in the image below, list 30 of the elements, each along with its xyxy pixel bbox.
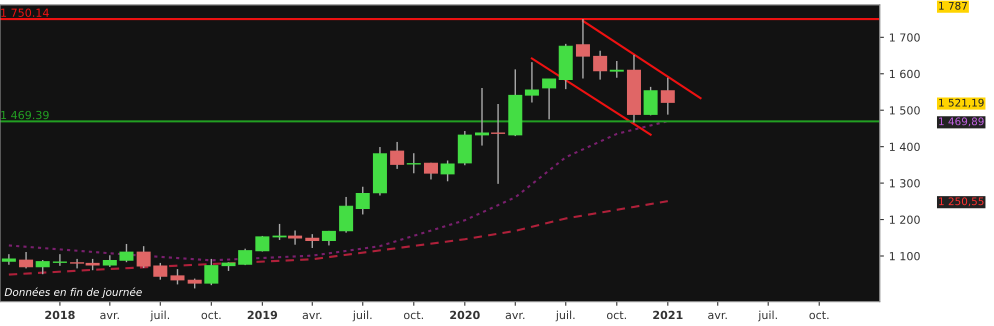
- x-tick-label: avr.: [100, 312, 119, 320]
- y-tick-label: 1 400: [890, 142, 920, 152]
- y2-tick-label: 1 521,19: [939, 98, 984, 108]
- x-tick-label: avr.: [302, 312, 322, 320]
- x-tick-label: 2020: [450, 310, 480, 320]
- y-tick-label: 1 300: [890, 179, 920, 188]
- x-tick-label: juil.: [150, 310, 170, 322]
- ref-line-label: 1 750.14: [1, 8, 49, 17]
- y2-tick-label: 1 787: [939, 2, 967, 10]
- x-tick-label: oct.: [606, 311, 626, 320]
- x-tick-label: juil.: [556, 310, 574, 322]
- y2-tick-label: 1 469,89: [939, 117, 984, 126]
- y-tick-label: 1 200: [890, 216, 920, 224]
- x-tick-label: 2018: [45, 310, 75, 320]
- x-tick-label: oct.: [202, 311, 221, 320]
- x-tick-label: avr.: [506, 312, 524, 320]
- x-tick-label: 2019: [248, 310, 278, 320]
- ref-line-label: 1 469.39: [1, 110, 49, 120]
- y-tick-label: 1 600: [890, 70, 920, 78]
- y-tick-label: 1 500: [890, 106, 920, 115]
- x-tick-label: juil.: [352, 310, 372, 322]
- x-tick-label: 2021: [653, 310, 683, 320]
- x-tick-label: oct.: [404, 311, 423, 320]
- x-tick-label: oct.: [809, 311, 828, 320]
- x-tick-label: avr.: [708, 312, 727, 320]
- x-tick-label: juil.: [758, 310, 777, 322]
- annotation: Données en fin de journée: [4, 287, 142, 298]
- y-tick-label: 1 100: [890, 252, 920, 260]
- y-tick-label: 1 700: [890, 33, 920, 42]
- y2-tick-label: 1 250,55: [939, 197, 984, 206]
